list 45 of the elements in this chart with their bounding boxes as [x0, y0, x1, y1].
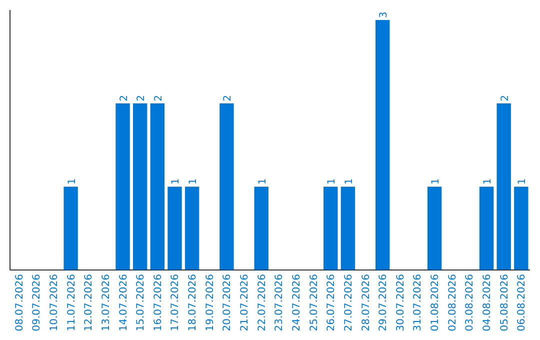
data-label: 3 — [378, 12, 390, 18]
data-label: 1 — [188, 178, 200, 185]
x-tick-label: 01.08.2026 — [430, 274, 442, 332]
x-tick-label: 26.07.2026 — [326, 274, 338, 332]
x-tick-label: 04.08.2026 — [482, 274, 494, 332]
x-tick-label: 15.07.2026 — [136, 274, 147, 332]
data-label: 1 — [517, 178, 528, 185]
x-tick-label: 08.07.2026 — [14, 274, 26, 332]
data-label: 2 — [500, 94, 511, 102]
x-tick-label: 17.07.2026 — [170, 274, 182, 332]
x-tick-label: 23.07.2026 — [274, 274, 286, 332]
x-tick-label: 19.07.2026 — [204, 274, 216, 332]
data-label: 1 — [344, 178, 355, 185]
data-label: 1 — [326, 178, 338, 185]
x-tick-label: 16.07.2026 — [152, 274, 164, 332]
x-tick-label: 31.07.2026 — [412, 274, 424, 332]
data-label: 1 — [482, 178, 494, 185]
x-tick-label: 13.07.2026 — [100, 274, 112, 332]
x-tick-label: 28.07.2026 — [360, 274, 372, 332]
data-label: 1 — [170, 178, 182, 185]
data-label: 2 — [222, 94, 234, 102]
x-tick-label: 06.08.2026 — [516, 274, 528, 332]
x-tick-label: 27.07.2026 — [343, 274, 354, 332]
x-tick-label: 18.07.2026 — [188, 274, 199, 332]
data-label: 1 — [430, 178, 442, 185]
data-label: 1 — [66, 178, 78, 185]
x-tick-label: 10.07.2026 — [48, 274, 60, 332]
x-tick-label: 21.07.2026 — [240, 274, 251, 332]
x-tick-label: 12.07.2026 — [84, 274, 95, 332]
x-tick-label: 29.07.2026 — [378, 274, 390, 332]
x-tick-label: 02.08.2026 — [447, 274, 458, 332]
data-label: 1 — [257, 178, 268, 185]
x-tick-label: 09.07.2026 — [32, 274, 43, 332]
x-tick-label: 22.07.2026 — [256, 274, 268, 332]
data-label: 2 — [118, 94, 130, 102]
x-tick-label: 05.08.2026 — [499, 274, 510, 332]
x-tick-label: 24.07.2026 — [291, 274, 302, 332]
data-label: 2 — [153, 94, 164, 102]
x-tick-label: 14.07.2026 — [118, 274, 130, 332]
x-tick-label: 30.07.2026 — [395, 274, 406, 332]
x-tick-label: 03.08.2026 — [464, 274, 476, 332]
x-tick-label: 11.07.2026 — [66, 274, 78, 332]
x-tick-label: 20.07.2026 — [222, 274, 234, 332]
data-label: 2 — [136, 94, 148, 102]
x-tick-label: 25.07.2026 — [308, 274, 320, 332]
